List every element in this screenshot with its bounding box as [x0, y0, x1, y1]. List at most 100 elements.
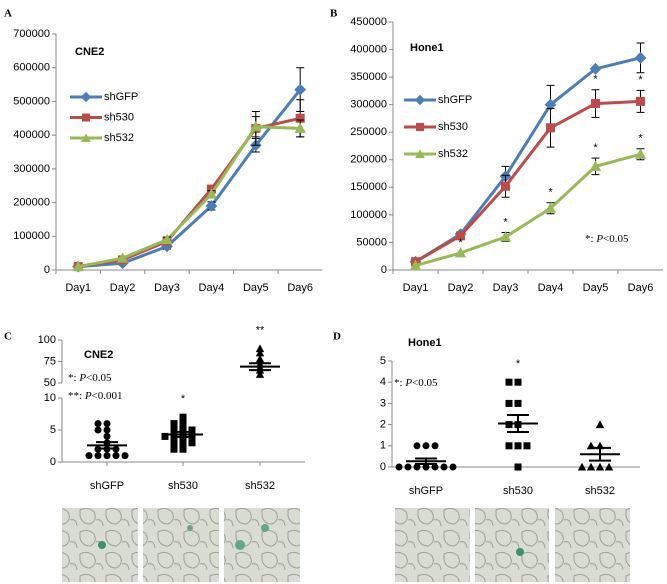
- y-tick-label: 75: [44, 355, 56, 367]
- annotation-part: <0.05: [86, 372, 112, 384]
- marker: [85, 452, 93, 460]
- marker: [499, 231, 512, 242]
- marker: [188, 439, 196, 447]
- annotation-part: <0.001: [92, 390, 123, 402]
- marker: [449, 463, 457, 471]
- marker: [589, 62, 602, 75]
- marker: [161, 233, 173, 245]
- annotation: **: P<0.001: [68, 390, 123, 402]
- y-tick-label: 600000: [13, 62, 50, 74]
- marker: [505, 442, 513, 450]
- marker: [634, 148, 647, 159]
- marker: [179, 439, 187, 447]
- marker: [415, 149, 425, 158]
- y-tick-label: 100: [38, 334, 56, 346]
- mean-sem: [87, 441, 127, 450]
- annotation-part: *:: [68, 372, 79, 384]
- marker: [604, 462, 614, 471]
- marker: [170, 426, 178, 434]
- marker: [294, 83, 307, 96]
- marker: [591, 99, 600, 109]
- y-tick-label: 700000: [13, 28, 50, 40]
- series-line: [78, 88, 302, 269]
- marker: [170, 439, 178, 447]
- marker: [179, 413, 187, 421]
- legend-label: sh530: [438, 121, 468, 133]
- x-tick-label: sh532: [245, 480, 275, 492]
- marker: [188, 426, 196, 434]
- y-tick-label: 5: [50, 424, 56, 436]
- y-tick-label: 0: [50, 456, 56, 468]
- x-tick-label: shGFP: [409, 485, 443, 497]
- marker: [103, 452, 111, 460]
- annotation-part: *:: [394, 377, 405, 389]
- x-tick-label: Day4: [199, 282, 225, 294]
- legend-label: shGFP: [438, 94, 472, 106]
- marker: [255, 348, 265, 357]
- marker: [94, 420, 102, 428]
- mean-sem: [240, 362, 280, 372]
- marker: [409, 259, 422, 271]
- annotation-part: P: [84, 390, 92, 402]
- x-tick-label: Day2: [448, 282, 474, 294]
- marker: [112, 452, 120, 460]
- marker: [456, 231, 465, 241]
- marker: [505, 399, 513, 407]
- marker: [634, 51, 647, 64]
- marker: [205, 188, 218, 199]
- legend-label: sh532: [438, 148, 468, 160]
- stain: [235, 540, 245, 550]
- y-tick-label: 250000: [350, 126, 387, 138]
- marker: [514, 463, 522, 471]
- mean-sem: [498, 414, 538, 434]
- x-tick-label: Day3: [493, 282, 519, 294]
- y-tick-label: 300000: [13, 163, 50, 175]
- series-line: [77, 125, 301, 269]
- y-tick-label: 400000: [350, 43, 387, 55]
- x-tick-label: shGFP: [90, 480, 124, 492]
- marker: [121, 452, 129, 460]
- mean-sem: [163, 430, 203, 439]
- marker: [505, 421, 513, 429]
- annotation: *: P<0.05: [585, 233, 629, 245]
- marker: [250, 120, 262, 132]
- marker: [179, 445, 187, 453]
- marker: [72, 260, 84, 272]
- marker: [255, 354, 265, 363]
- significance: *: [638, 74, 643, 86]
- marker: [116, 252, 129, 263]
- marker: [422, 442, 430, 450]
- marker: [94, 426, 102, 434]
- y-tick-label: 5: [380, 355, 386, 367]
- significance: *: [638, 133, 643, 145]
- marker: [514, 442, 522, 450]
- chart-title: CNE2: [84, 349, 113, 361]
- significance: *: [593, 74, 598, 86]
- marker: [595, 420, 605, 429]
- y-tick-label: 0: [380, 461, 386, 473]
- x-tick-label: Day5: [583, 282, 609, 294]
- x-tick-label: sh530: [168, 480, 198, 492]
- y-tick-label: 1: [380, 440, 386, 452]
- annotation-part: **:: [68, 390, 85, 402]
- marker: [454, 247, 467, 258]
- significance: *: [181, 393, 186, 405]
- marker: [514, 399, 522, 407]
- x-tick-label: Day1: [65, 282, 91, 294]
- marker: [255, 344, 265, 353]
- y-tick-label: 450000: [350, 16, 387, 28]
- micrograph: [555, 508, 630, 582]
- micrograph: [475, 508, 549, 582]
- marker: [255, 370, 265, 378]
- marker: [431, 463, 439, 471]
- marker: [414, 94, 426, 106]
- x-tick-label: Day6: [287, 282, 313, 294]
- legend-label: sh530: [104, 111, 134, 123]
- marker: [595, 462, 605, 471]
- marker: [413, 442, 421, 450]
- marker: [501, 181, 510, 191]
- significance: *: [593, 142, 598, 154]
- annotation-part: P: [78, 372, 86, 384]
- series-line: [414, 99, 641, 264]
